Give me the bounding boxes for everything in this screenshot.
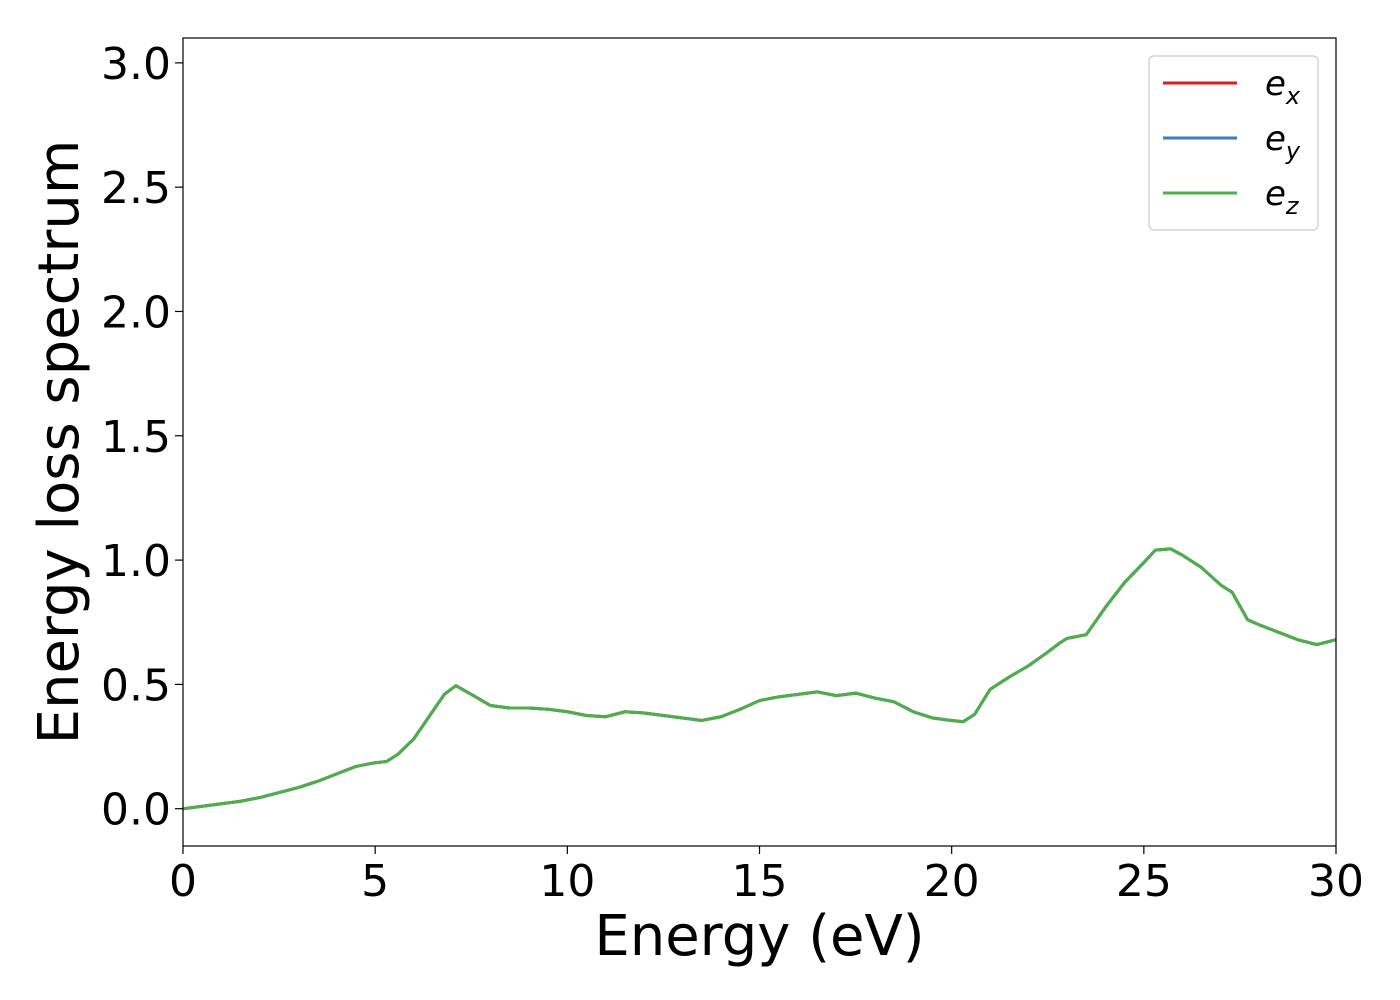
- y-tick-label: 1.5: [101, 412, 171, 463]
- x-tick-label: 20: [924, 856, 980, 907]
- y-tick-label: 1.0: [101, 536, 171, 587]
- y-tick-label: 2.5: [101, 163, 171, 214]
- series-layer: [183, 547, 1336, 811]
- legend-box: [1148, 55, 1319, 231]
- x-tick-label: 0: [169, 856, 197, 907]
- legend-label-ez: ez: [1265, 174, 1300, 220]
- x-tick-label: 15: [732, 856, 788, 907]
- x-tick-label: 30: [1308, 856, 1364, 907]
- x-axis-label: Energy (eV): [594, 904, 924, 969]
- y-axis-label: Energy loss spectrum: [27, 140, 92, 745]
- y-tick-label: 0.0: [101, 785, 171, 836]
- x-tick-label: 10: [539, 856, 595, 907]
- series-line-ez: [183, 547, 1336, 811]
- y-axis: 0.0 0.5 1.0 1.5 2.0 2.5 3.0: [101, 39, 183, 836]
- legend-label-ey: ey: [1265, 119, 1301, 165]
- x-tick-label: 25: [1116, 856, 1172, 907]
- y-tick-label: 2.0: [101, 287, 171, 338]
- legend-label-ex: ex: [1265, 64, 1301, 110]
- x-tick-label: 5: [361, 856, 389, 907]
- x-axis: 0 5 10 15 20 25 30: [169, 846, 1364, 907]
- y-tick-label: 3.0: [101, 39, 171, 90]
- legend: ex ey ez: [1148, 55, 1319, 231]
- y-tick-label: 0.5: [101, 660, 171, 711]
